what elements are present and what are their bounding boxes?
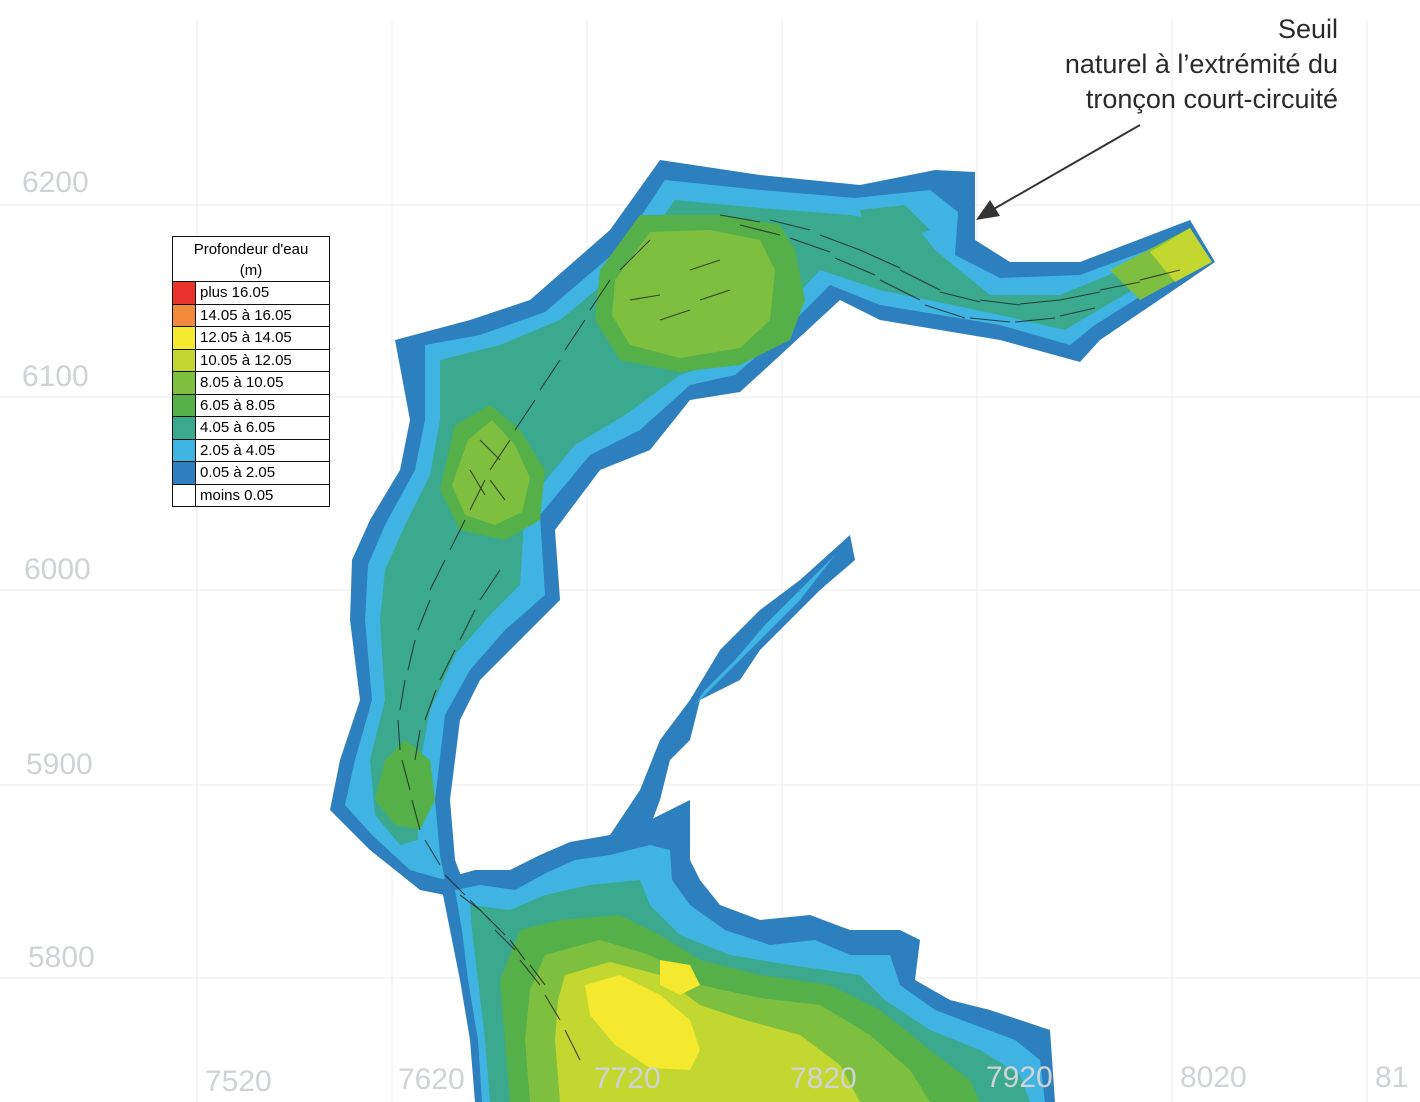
legend-row: 14.05 à 16.05 — [173, 304, 329, 327]
legend-swatch — [173, 372, 196, 394]
legend-row: 12.05 à 14.05 — [173, 327, 329, 350]
inner-channel — [600, 535, 855, 870]
legend-swatch — [173, 462, 196, 484]
legend-label: 14.05 à 16.05 — [200, 306, 292, 324]
y-tick-label: 6200 — [22, 166, 89, 199]
y-tick-label: 6100 — [22, 360, 89, 393]
legend-swatch — [173, 327, 196, 349]
legend-label: 4.05 à 6.05 — [200, 419, 276, 436]
legend-title-line1: Profondeur d'eau — [193, 241, 309, 258]
legend-label: 0.05 à 2.05 — [200, 464, 276, 481]
annotation-line1: Seuil — [1277, 14, 1338, 44]
legend-swatch — [173, 484, 196, 506]
legend-row: plus 16.05 — [173, 282, 329, 305]
legend-label: 6.05 à 8.05 — [200, 396, 276, 414]
lower-river-reach — [440, 800, 1055, 1102]
x-tick-label: 8020 — [1180, 1061, 1247, 1094]
legend-swatch — [173, 349, 196, 371]
legend-swatch — [173, 439, 196, 461]
legend-row: 4.05 à 6.05 — [173, 417, 329, 440]
x-tick-label: 7920 — [986, 1061, 1053, 1094]
x-tick-label: 81 — [1375, 1061, 1409, 1094]
legend-label: 10.05 à 12.05 — [200, 351, 292, 369]
y-tick-label: 6000 — [24, 553, 91, 586]
legend-swatch — [173, 304, 196, 326]
legend-title: Profondeur d'eau (m) — [173, 237, 329, 282]
legend-label: 12.05 à 14.05 — [200, 329, 292, 346]
x-tick-label: 7720 — [594, 1062, 661, 1095]
legend-row: 2.05 à 4.05 — [173, 439, 329, 462]
depth-legend: Profondeur d'eau (m) plus 16.05 14.05 à 1… — [172, 236, 330, 507]
annotation-arrow — [976, 124, 1141, 220]
annotation-label: Seuil naturel à l’extrémité du tronçon c… — [1065, 12, 1338, 117]
y-tick-label: 5800 — [28, 941, 95, 974]
legend-label: plus 16.05 — [200, 284, 270, 301]
annotation-line3: tronçon court-circuité — [1085, 84, 1338, 114]
annotation-line2: naturel à l’extrémité du — [1064, 49, 1338, 79]
y-tick-label: 5900 — [26, 748, 93, 781]
legend-swatch — [173, 417, 196, 439]
legend-row: moins 0.05 — [173, 484, 329, 506]
upper-river-reach — [330, 160, 1215, 900]
legend-label: 2.05 à 4.05 — [200, 441, 276, 459]
legend-label: 8.05 à 10.05 — [200, 374, 284, 391]
legend-swatch — [173, 282, 196, 304]
flow-vectors — [397, 214, 1181, 1061]
x-tick-label: 7520 — [205, 1065, 272, 1098]
legend-title-line2: (m) — [239, 262, 263, 279]
legend-row: 0.05 à 2.05 — [173, 462, 329, 485]
x-tick-label: 7820 — [790, 1062, 857, 1095]
legend-swatch — [173, 394, 196, 416]
legend-label: moins 0.05 — [200, 486, 274, 504]
x-tick-label: 7620 — [398, 1063, 465, 1096]
legend-row: 10.05 à 12.05 — [173, 349, 329, 372]
legend-row: 6.05 à 8.05 — [173, 394, 329, 417]
legend-row: 8.05 à 10.05 — [173, 372, 329, 395]
